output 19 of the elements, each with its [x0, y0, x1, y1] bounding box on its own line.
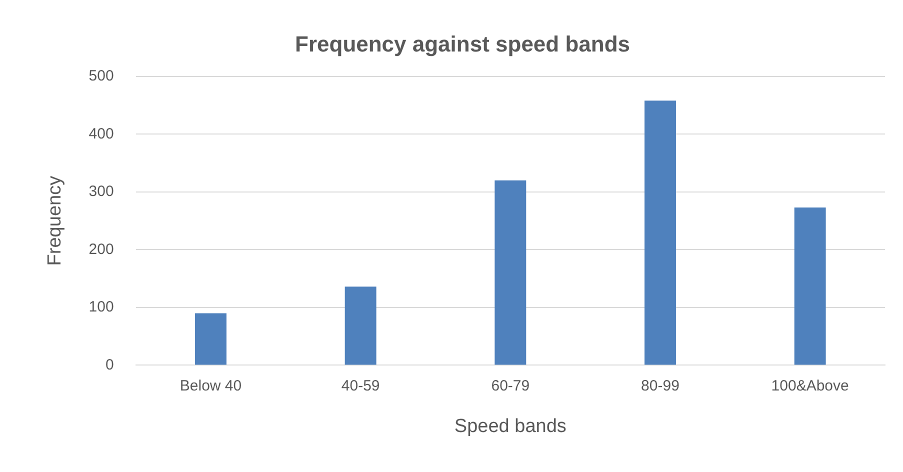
x-axis-title: Speed bands: [454, 416, 566, 437]
x-tick-label: 80-99: [641, 377, 680, 394]
bar: [344, 286, 376, 365]
bar: [794, 208, 826, 365]
bar: [195, 313, 226, 365]
y-tick-label: 200: [88, 240, 114, 258]
y-tick-label: 400: [88, 125, 114, 142]
x-tick-label: 60-79: [491, 377, 530, 394]
chart-title: Frequency against speed bands: [295, 31, 630, 56]
y-tick-label: 300: [88, 183, 114, 200]
y-tick-label: 0: [105, 356, 114, 374]
y-axis-title: Frequency: [44, 175, 66, 266]
y-tick-label: 500: [88, 68, 114, 85]
x-tick-label: 100&Above: [771, 377, 849, 394]
bar: [644, 100, 676, 365]
x-tick-label: Below 40: [180, 377, 242, 394]
x-tick-label: 40-59: [341, 377, 380, 394]
bar: [494, 180, 526, 365]
y-tick-label: 100: [88, 298, 114, 316]
